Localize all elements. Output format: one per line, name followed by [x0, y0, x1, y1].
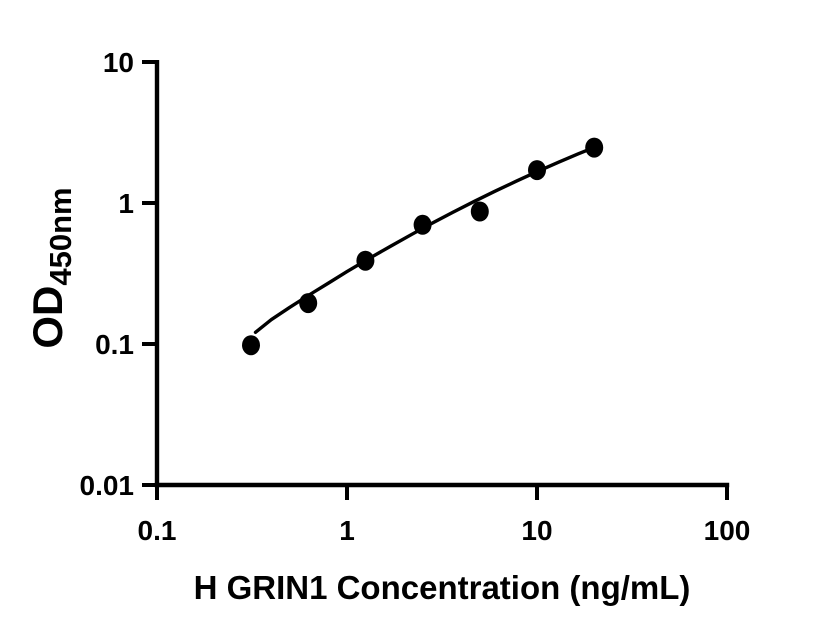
- data-point-marker: [356, 250, 375, 271]
- x-tick-label: 0.1: [138, 515, 177, 546]
- y-tick-label: 0.01: [80, 470, 135, 501]
- y-tick-label: 10: [103, 47, 134, 78]
- data-point-marker: [470, 201, 489, 222]
- x-tick-label: 100: [704, 515, 751, 546]
- y-tick-label: 1: [118, 188, 134, 219]
- standard-curve-data-points: [242, 137, 604, 356]
- data-point-marker: [528, 160, 546, 181]
- y-axis-title: OD450nm: [24, 187, 78, 348]
- data-point-marker: [413, 214, 432, 235]
- data-point-marker: [299, 293, 318, 314]
- y-tick-label: 0.1: [95, 329, 134, 360]
- axes: [154, 60, 730, 488]
- x-tick-label: 10: [521, 515, 552, 546]
- x-tick-label: 1: [339, 515, 355, 546]
- data-point-marker: [585, 137, 604, 158]
- y-axis-title-subscript: 450nm: [43, 187, 78, 285]
- x-axis-title: H GRIN1 Concentration (ng/mL): [194, 569, 691, 606]
- data-point-marker: [242, 335, 260, 356]
- tick-marks: [142, 60, 729, 500]
- y-axis-title-main: OD: [24, 286, 71, 349]
